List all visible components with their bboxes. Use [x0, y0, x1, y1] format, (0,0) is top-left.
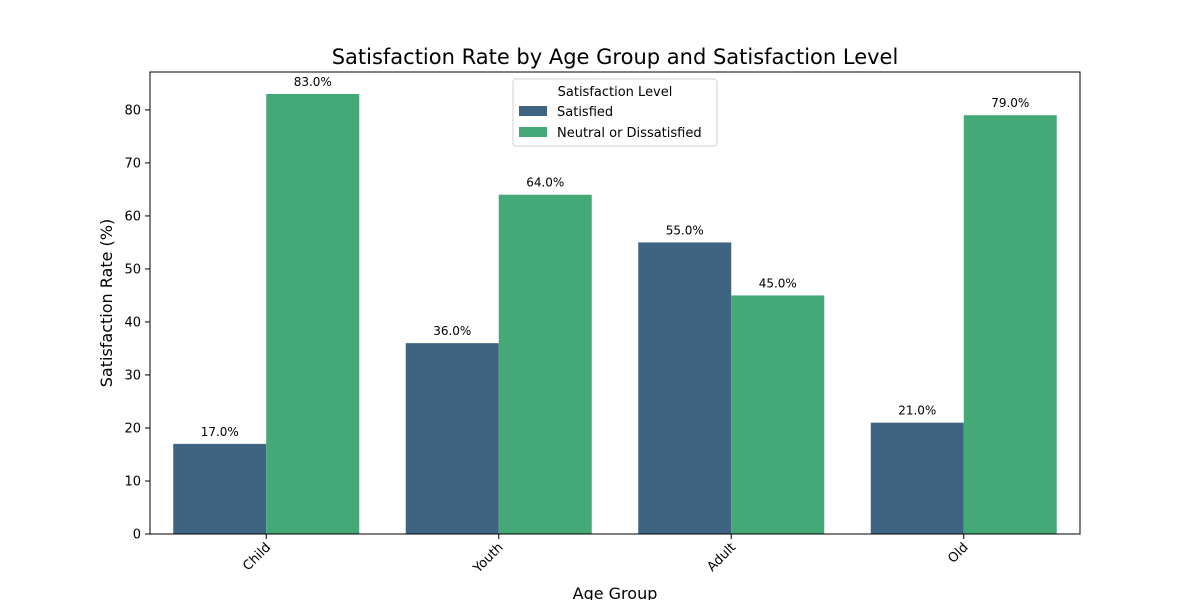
legend-swatch-satisfied	[519, 106, 547, 116]
data-label-adult-neutral-or-dissatisfied: 45.0%	[759, 276, 797, 290]
data-label-adult-satisfied: 55.0%	[666, 223, 704, 237]
bar-old-neutral-or-dissatisfied	[963, 115, 1057, 534]
y-tick-label: 80	[124, 103, 141, 118]
data-label-old-neutral-or-dissatisfied: 79.0%	[991, 96, 1029, 110]
data-labels-layer: 17.0% 83.0% 36.0% 64.0% 55.0% 45.0% 21.0% 79.0%	[201, 75, 1030, 439]
legend-entry-satisfied: Satisfied	[557, 105, 613, 120]
x-tick-label-old: Old	[945, 540, 971, 566]
y-tick-label: 10	[124, 474, 141, 489]
bar-old-satisfied	[870, 422, 964, 534]
bar-child-satisfied	[173, 443, 267, 534]
data-label-child-neutral-or-dissatisfied: 83.0%	[294, 75, 332, 89]
x-axis-label: Age Group	[573, 584, 658, 600]
y-tick-label: 30	[124, 368, 141, 383]
x-tick-label-child: Child	[240, 540, 274, 574]
plot-frame	[149, 71, 1081, 535]
bar-adult-neutral-or-dissatisfied	[731, 295, 825, 534]
x-tick-label-adult: Adult	[705, 540, 740, 575]
data-label-child-satisfied: 17.0%	[201, 425, 239, 439]
data-label-old-satisfied: 21.0%	[898, 404, 936, 418]
bar-youth-satisfied	[405, 343, 499, 534]
y-tick-label: 50	[124, 262, 141, 277]
legend: Satisfaction Level Satisfied Neutral or …	[512, 78, 718, 147]
y-tick-label: 0	[133, 528, 141, 543]
x-tick-label-youth: Youth	[470, 540, 507, 577]
y-tick-label: 60	[124, 209, 141, 224]
y-axis: 0 10 20 30 40 50 60 70 80	[124, 103, 150, 543]
y-tick-label: 40	[124, 315, 141, 330]
x-axis: Child Youth Adult Old	[240, 534, 972, 577]
legend-swatch-neutral-or-dissatisfied	[519, 127, 547, 137]
bars-layer	[173, 94, 1057, 535]
legend-entry-neutral-or-dissatisfied: Neutral or Dissatisfied	[557, 126, 702, 141]
bar-adult-satisfied	[638, 242, 732, 535]
legend-box	[512, 78, 718, 147]
data-label-youth-satisfied: 36.0%	[433, 324, 471, 338]
bar-child-neutral-or-dissatisfied	[266, 94, 360, 534]
y-tick-label: 20	[124, 421, 141, 436]
data-label-youth-neutral-or-dissatisfied: 64.0%	[526, 176, 564, 190]
chart-title: Satisfaction Rate by Age Group and Satis…	[332, 45, 899, 69]
y-axis-label: Satisfaction Rate (%)	[97, 219, 116, 387]
y-tick-label: 70	[124, 156, 141, 171]
legend-title: Satisfaction Level	[558, 85, 673, 100]
bar-youth-neutral-or-dissatisfied	[498, 194, 592, 534]
